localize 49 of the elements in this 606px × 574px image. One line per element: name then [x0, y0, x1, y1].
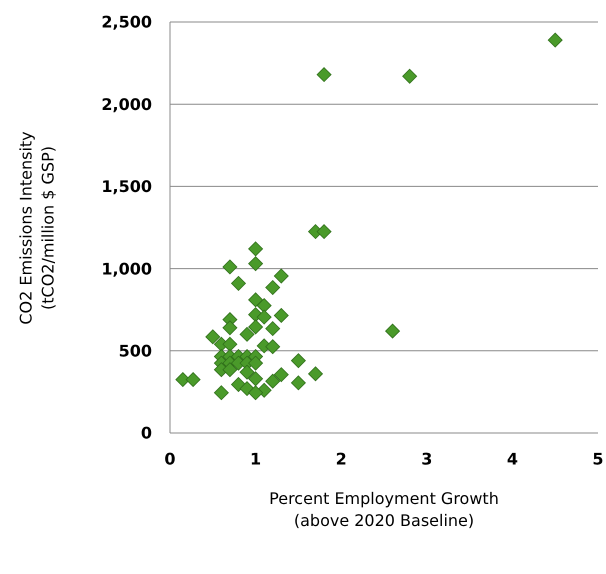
point [274, 308, 289, 323]
point [256, 298, 272, 313]
point [256, 310, 272, 324]
point [248, 256, 263, 272]
x-tick-label: 3 [421, 449, 432, 468]
y-tick-label: 500 [118, 341, 152, 360]
point [186, 372, 201, 387]
y-tick-label: 2,000 [101, 94, 152, 114]
x-tick-label: 2 [336, 449, 347, 468]
point [240, 326, 254, 342]
y-axis-title: CO2 Emissions Intensity (tCO2/million $ GSP) [16, 130, 59, 324]
point [291, 353, 306, 368]
point [205, 329, 220, 344]
point [316, 224, 332, 240]
point [240, 364, 254, 380]
x-tick-label: 4 [506, 449, 518, 468]
x-tick-label: 1 [250, 449, 262, 468]
point [402, 68, 418, 84]
point [265, 280, 280, 295]
point [265, 339, 280, 354]
y-tick-label: 1,500 [101, 177, 152, 196]
point [222, 320, 238, 336]
point [231, 276, 246, 291]
point [248, 385, 263, 400]
point [274, 268, 289, 284]
point [308, 366, 323, 382]
point [274, 367, 289, 382]
x-axis-title: Percent Employment Growth (above 2020 Baseline) [268, 488, 500, 532]
point [222, 362, 238, 378]
x-tick-label: 5 [592, 449, 604, 468]
y-tick-label: 0 [140, 424, 152, 443]
y-tick-label: 1,000 [101, 259, 152, 278]
point [291, 375, 306, 390]
point [214, 385, 229, 400]
y-tick-label: 2,500 [101, 12, 152, 32]
x-tick-label: 0 [164, 449, 176, 468]
point [231, 377, 246, 392]
point [265, 321, 280, 336]
point [548, 32, 563, 48]
point [385, 324, 400, 338]
point [248, 356, 263, 371]
point [222, 260, 238, 274]
point [248, 371, 263, 386]
point [265, 374, 280, 389]
point [316, 67, 332, 82]
point [222, 336, 238, 352]
point [248, 292, 263, 308]
point [248, 320, 263, 334]
point [248, 241, 263, 256]
